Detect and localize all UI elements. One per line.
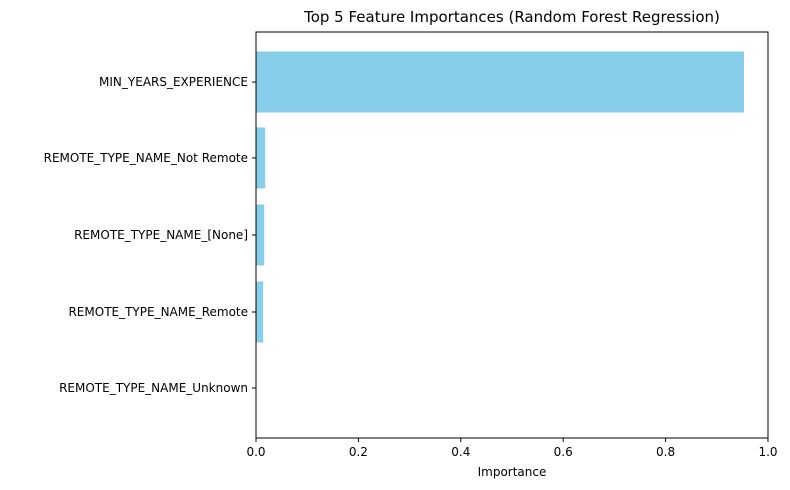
bar	[256, 127, 266, 189]
y-tick-label: REMOTE_TYPE_NAME_Unknown	[59, 381, 248, 395]
bar	[256, 281, 264, 343]
bars-layer	[256, 51, 744, 343]
x-tick-label: 0.2	[349, 445, 368, 459]
x-tick-label: 0.6	[554, 445, 573, 459]
y-tick-label: REMOTE_TYPE_NAME_Not Remote	[44, 151, 248, 165]
bar	[256, 204, 265, 266]
x-tick-label: 0.8	[656, 445, 675, 459]
y-tick-layer: MIN_YEARS_EXPERIENCE REMOTE_TYPE_NAME_Not…	[44, 75, 256, 395]
x-tick-layer: 0.0 0.2 0.4 0.6 0.8 1.0	[246, 438, 778, 459]
y-tick-label: REMOTE_TYPE_NAME_Remote	[68, 305, 248, 319]
x-tick-label: 1.0	[758, 445, 777, 459]
plot-frame	[255, 31, 769, 439]
x-tick-label: 0.4	[451, 445, 470, 459]
bar	[256, 51, 744, 113]
y-tick-label: REMOTE_TYPE_NAME_[None]	[74, 228, 248, 242]
x-axis-label: Importance	[478, 465, 547, 479]
chart-title: Top 5 Feature Importances (Random Forest…	[303, 8, 720, 26]
y-tick-label: MIN_YEARS_EXPERIENCE	[99, 75, 248, 89]
x-tick-label: 0.0	[246, 445, 265, 459]
